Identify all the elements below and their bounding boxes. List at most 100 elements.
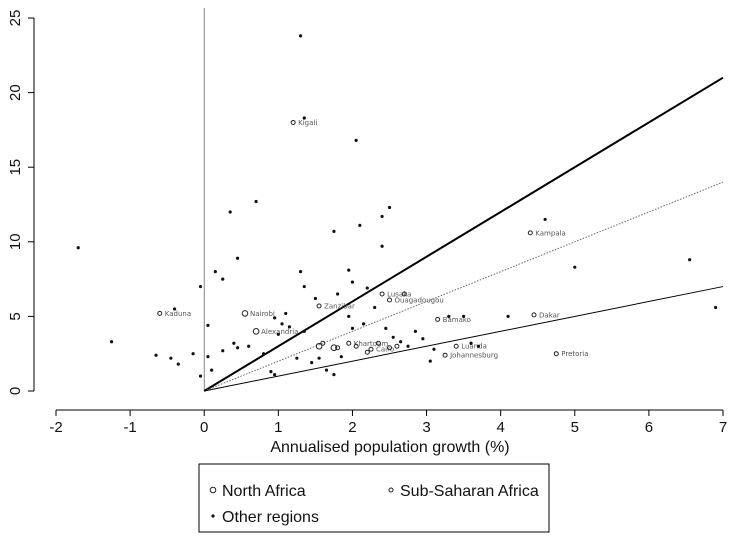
point-other-regions — [154, 353, 158, 357]
point-other-regions — [228, 210, 232, 214]
legend-label-sub-saharan-africa: Sub-Saharan Africa — [400, 483, 539, 500]
point-other-regions — [317, 356, 321, 360]
city-label-luanda: Luanda — [461, 343, 487, 351]
point-other-regions — [295, 356, 299, 360]
point-other-regions — [380, 244, 384, 248]
x-tick-label: 6 — [645, 419, 653, 436]
point-sub-saharan-africa — [531, 312, 537, 318]
y-tick-label: 5 — [7, 312, 24, 320]
point-sub-saharan-africa — [442, 352, 448, 358]
point-other-regions — [336, 292, 340, 296]
reference-line-thick-solid — [203, 76, 724, 392]
point-other-regions — [506, 314, 510, 318]
point-other-regions — [235, 346, 240, 350]
y-tick-label: 20 — [7, 84, 24, 101]
legend-label-north-africa: North Africa — [222, 483, 306, 500]
point-other-regions — [688, 258, 692, 262]
reference-line-thin-solid — [204, 286, 724, 392]
point-other-regions — [210, 368, 214, 372]
point-other-regions — [384, 326, 388, 330]
point-other-regions — [391, 335, 395, 339]
point-other-regions — [176, 362, 180, 366]
point-other-regions — [469, 341, 473, 345]
point-other-regions — [462, 314, 466, 318]
point-other-regions — [298, 34, 303, 38]
point-other-regions — [413, 329, 418, 333]
city-label-bamako: Bamako — [443, 316, 471, 324]
point-sub-saharan-africa — [453, 343, 459, 349]
point-other-regions — [302, 284, 306, 289]
y-tick-label: 10 — [7, 233, 24, 250]
point-other-regions — [302, 116, 306, 120]
point-other-regions — [332, 229, 336, 233]
point-other-regions — [273, 372, 277, 377]
point-other-regions — [284, 311, 288, 316]
city-label-ouagadougou: Ouagadougou — [395, 296, 444, 304]
point-other-regions — [358, 223, 362, 227]
point-other-regions — [380, 214, 384, 219]
point-other-regions — [339, 355, 343, 359]
point-sub-saharan-africa — [290, 119, 296, 125]
point-other-regions — [232, 341, 236, 345]
point-other-regions — [354, 138, 358, 142]
point-other-regions — [109, 340, 114, 344]
x-tick-label: -1 — [123, 419, 136, 436]
point-other-regions — [373, 305, 377, 310]
point-other-regions — [573, 265, 577, 269]
y-tick-label: 0 — [7, 387, 24, 395]
city-label-kigali: Kigali — [298, 119, 317, 127]
x-axis-ticks: -2 -1 0 1 2 3 4 5 6 7 — [49, 410, 727, 436]
point-other-regions — [428, 359, 432, 363]
point-sub-saharan-africa — [157, 310, 163, 316]
point-other-regions — [276, 332, 280, 336]
city-label-kampala: Kampala — [535, 229, 566, 237]
point-other-regions — [406, 344, 410, 348]
x-tick-label: 5 — [571, 419, 579, 436]
point-sub-saharan-africa — [394, 343, 400, 349]
point-sub-saharan-africa — [435, 316, 441, 322]
point-sub-saharan-africa — [316, 303, 322, 309]
x-tick-label: 0 — [200, 419, 208, 436]
point-other-regions — [302, 329, 306, 333]
point-sub-saharan-africa — [553, 351, 559, 357]
point-other-regions — [399, 340, 403, 344]
point-sub-saharan-africa — [401, 291, 407, 297]
legend-marker-sub-saharan-africa — [388, 487, 394, 493]
point-other-regions — [169, 356, 173, 360]
city-label-khartoum: Khartoum — [354, 340, 389, 348]
point-sub-saharan-africa — [364, 349, 370, 355]
point-north-africa — [330, 344, 338, 352]
point-other-regions — [298, 270, 303, 274]
point-other-regions — [221, 349, 225, 353]
point-sub-saharan-africa — [353, 343, 359, 349]
city-label-cairo: Cairo — [376, 346, 394, 354]
city-label-zanzibar: Zanzibar — [324, 302, 355, 310]
point-sub-saharan-africa — [346, 340, 352, 346]
point-other-regions — [332, 372, 336, 377]
point-other-regions — [221, 277, 225, 281]
point-other-regions — [172, 307, 177, 311]
point-other-regions — [361, 322, 366, 326]
point-other-regions — [261, 352, 266, 356]
point-other-regions — [280, 322, 284, 326]
city-label-johannesburg: Johannesburg — [449, 352, 498, 360]
point-other-regions — [387, 205, 392, 210]
x-tick-label: 3 — [422, 419, 430, 436]
y-tick-label: 15 — [7, 159, 24, 176]
city-label-lusaka: Lusaka — [387, 291, 411, 299]
point-other-regions — [447, 314, 451, 318]
point-other-regions — [198, 284, 203, 289]
data-points: Nairobi Alexandria Kigali Kaduna Kampala Daka… — [76, 34, 718, 378]
x-axis-title: Annualised population growth (%) — [270, 439, 509, 456]
point-sub-saharan-africa — [387, 297, 392, 303]
x-tick-label: 4 — [496, 419, 504, 436]
x-tick-label: 2 — [348, 419, 356, 436]
city-label-kaduna: Kaduna — [165, 310, 191, 318]
point-other-regions — [247, 344, 251, 348]
point-north-africa — [252, 328, 260, 335]
point-other-regions — [365, 286, 369, 290]
reference-lines — [203, 76, 724, 392]
point-other-regions — [269, 370, 273, 374]
point-other-regions — [76, 246, 80, 250]
point-other-regions — [191, 352, 195, 356]
